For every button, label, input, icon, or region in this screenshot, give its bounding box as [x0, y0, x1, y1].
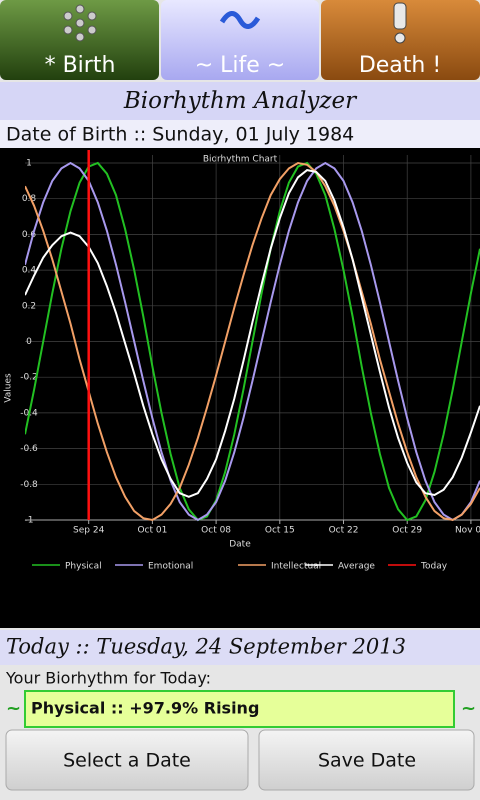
app-title: Biorhythm Analyzer [123, 88, 358, 114]
result-marker: ~ [6, 698, 21, 719]
y-tick-label: 0.6 [22, 230, 37, 240]
result-text: Physical :: +97.9% Rising [31, 699, 259, 718]
y-tick-label: -0.6 [20, 444, 38, 454]
series-line [25, 161, 480, 522]
legend-label: Today [420, 562, 448, 572]
chart-title: Biorhythm Chart [203, 155, 278, 165]
x-axis-label: Date [229, 540, 251, 550]
result-marker: ~ [461, 698, 476, 719]
y-axis-label: Values [4, 373, 14, 403]
chart-background [0, 148, 480, 628]
button-label[interactable]: Select a Date [63, 750, 191, 772]
tab-label[interactable]: ~ Life ~ [195, 53, 286, 78]
y-tick-label: 0.8 [22, 194, 37, 204]
plot-area [25, 161, 480, 522]
legend-label: Physical [65, 562, 102, 572]
tab-label[interactable]: * Birth [45, 53, 116, 78]
date-of-birth: Date of Birth :: Sunday, 01 July 1984 [6, 124, 354, 146]
result-box [24, 690, 455, 728]
x-tick-label: Oct 01 [137, 526, 167, 536]
chart: Biorhythm Chart-1-0.8-0.6-0.4-0.200.20.4… [4, 150, 480, 572]
legend-label: Intellectual [271, 562, 321, 572]
y-tick-label: 0 [26, 337, 32, 347]
series-line [25, 169, 480, 498]
select-date-button[interactable] [5, 729, 249, 791]
tab-life[interactable] [161, 0, 319, 80]
button-label[interactable]: Save Date [318, 750, 416, 772]
y-tick-label: -0.8 [20, 480, 38, 490]
y-tick-label: 1 [26, 159, 32, 169]
x-tick-label: Nov 05 [455, 526, 480, 536]
y-tick-label: 0.4 [22, 266, 37, 276]
life-icon [219, 11, 261, 29]
y-tick-label: -0.2 [20, 373, 38, 383]
header-band [0, 82, 480, 120]
legend-label: Emotional [148, 562, 193, 572]
series-line [25, 161, 480, 522]
x-tick-label: Oct 29 [392, 526, 422, 536]
save-date-button[interactable] [258, 729, 475, 791]
x-tick-label: Oct 22 [329, 526, 359, 536]
x-tick-label: Oct 15 [265, 526, 295, 536]
birth-icon [63, 4, 97, 42]
tab-label[interactable]: Death ! [359, 53, 441, 78]
today-band [0, 630, 480, 665]
series-line [25, 161, 480, 522]
x-tick-label: Sep 24 [73, 526, 105, 536]
dob-band [0, 120, 480, 148]
death-icon [393, 2, 407, 44]
legend-label: Average [338, 562, 375, 572]
x-tick-label: Oct 08 [201, 526, 231, 536]
y-tick-label: 0.2 [22, 301, 36, 311]
prompt: Your Biorhythm for Today: [5, 669, 211, 688]
today-date: Today :: Tuesday, 24 September 2013 [6, 635, 406, 659]
